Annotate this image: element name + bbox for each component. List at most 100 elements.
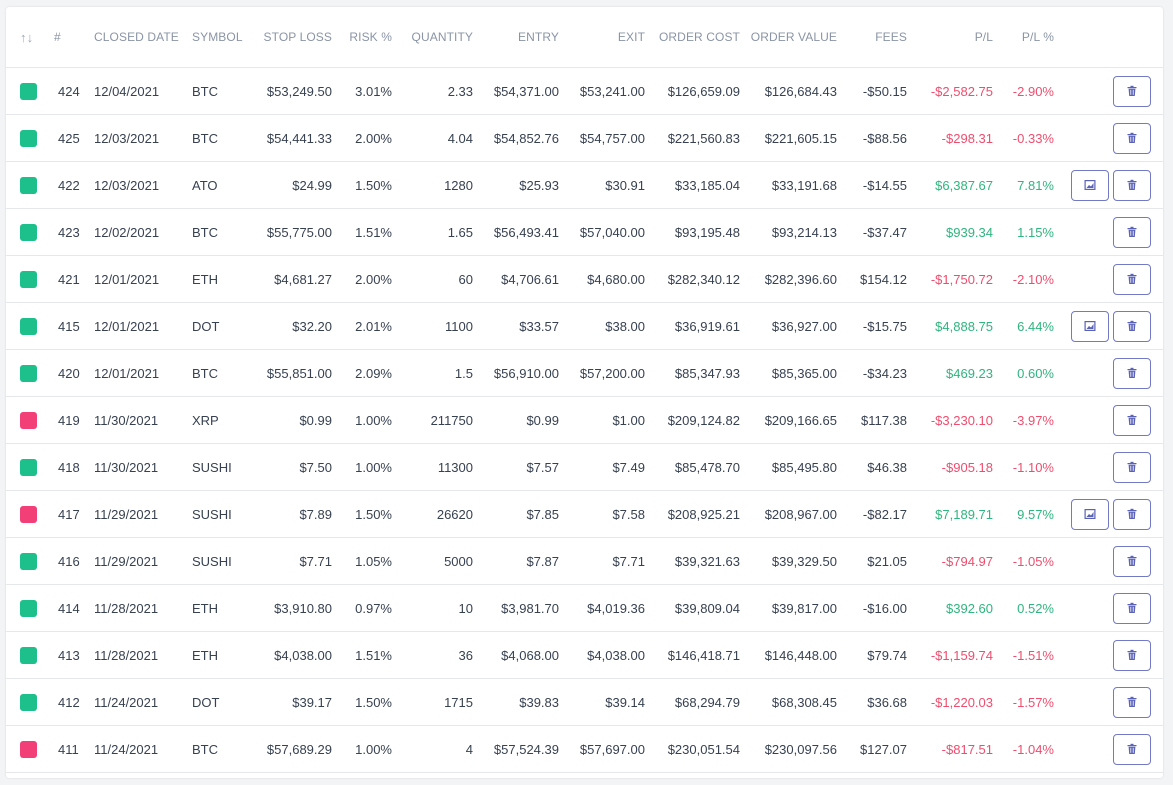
delete-button[interactable] [1113, 122, 1151, 154]
delete-button[interactable] [1113, 75, 1151, 107]
header-row: ↑↓ # CLOSED DATE SYMBOL STOP LOSS RISK %… [6, 7, 1163, 68]
status-swatch [20, 176, 37, 194]
table-row[interactable]: 424 12/04/2021 BTC $53,249.50 3.01% 2.33 $54,3… [6, 67, 1163, 115]
cell-actions [1057, 490, 1163, 538]
cell-order-cost: $39,809.04 [648, 584, 743, 632]
table-row[interactable]: 418 11/30/2021 SUSHI $7.50 1.00% 11300 $7.57 $7… [6, 443, 1163, 491]
cell-fees: $46.38 [840, 443, 910, 491]
cell-quantity: 26620 [395, 490, 476, 538]
cell-order-value: $230,097.56 [743, 725, 840, 773]
cell-exit: $39.14 [562, 678, 648, 726]
cell-exit: $4,038.00 [562, 631, 648, 679]
delete-button[interactable] [1113, 357, 1151, 389]
header-exit[interactable]: EXIT [562, 7, 648, 68]
table-row[interactable]: 416 11/29/2021 SUSHI $7.71 1.05% 5000 $7.87 $7.… [6, 537, 1163, 585]
cell-fees: -$37.47 [840, 208, 910, 256]
status-cell [6, 114, 51, 162]
cell-pl-percent: -0.33% [996, 114, 1057, 162]
table-row[interactable]: 413 11/28/2021 ETH $4,038.00 1.51% 36 $4,068.0… [6, 631, 1163, 679]
header-entry[interactable]: ENTRY [476, 7, 562, 68]
cell-symbol: DOT [189, 678, 247, 726]
cell-entry: $3,981.70 [476, 584, 562, 632]
status-cell [6, 67, 51, 115]
header-symbol[interactable]: SYMBOL [189, 7, 247, 68]
cell-pl: -$1,220.03 [910, 678, 996, 726]
table-row[interactable]: 411 11/24/2021 BTC $57,689.29 1.00% 4 $57,524.… [6, 725, 1163, 773]
cell-id: 419 [51, 396, 91, 444]
cell-pl-percent: -2.90% [996, 67, 1057, 115]
cell-entry: $39.83 [476, 678, 562, 726]
cell-id: 424 [51, 67, 91, 115]
chart-button[interactable] [1071, 498, 1109, 530]
delete-button[interactable] [1113, 451, 1151, 483]
cell-risk: 0.97% [335, 584, 395, 632]
table-row[interactable]: 425 12/03/2021 BTC $54,441.33 2.00% 4.04 $54,8… [6, 114, 1163, 162]
table-row[interactable]: 420 12/01/2021 BTC $55,851.00 2.09% 1.5 $56,91… [6, 349, 1163, 397]
delete-button[interactable] [1113, 545, 1151, 577]
table-row[interactable]: 422 12/03/2021 ATO $24.99 1.50% 1280 $25.93 $30… [6, 161, 1163, 209]
cell-symbol: BTC [189, 67, 247, 115]
status-swatch [20, 646, 37, 664]
sort-toggle-icon[interactable]: ↑↓ [6, 7, 51, 68]
cell-risk: 2.00% [335, 255, 395, 303]
delete-button[interactable] [1113, 169, 1151, 201]
cell-closed-date: 12/03/2021 [91, 114, 189, 162]
header-risk[interactable]: RISK % [335, 7, 395, 68]
table-row[interactable]: 412 11/24/2021 DOT $39.17 1.50% 1715 $39.83 $39… [6, 678, 1163, 726]
status-swatch [20, 458, 37, 476]
cell-id: 414 [51, 584, 91, 632]
delete-button[interactable] [1113, 310, 1151, 342]
table-row[interactable]: 423 12/02/2021 BTC $55,775.00 1.51% 1.65 $56,4… [6, 208, 1163, 256]
header-stop-loss[interactable]: STOP LOSS [247, 7, 335, 68]
status-cell [6, 443, 51, 491]
cell-pl-percent: -1.04% [996, 725, 1057, 773]
cell-stop-loss: $24.99 [247, 161, 335, 209]
delete-button[interactable] [1113, 498, 1151, 530]
delete-button[interactable] [1113, 592, 1151, 624]
header-quantity[interactable]: QUANTITY [395, 7, 476, 68]
cell-quantity: 1715 [395, 678, 476, 726]
chart-button[interactable] [1071, 310, 1109, 342]
cell-quantity: 1.65 [395, 208, 476, 256]
table-row[interactable]: 414 11/28/2021 ETH $3,910.80 0.97% 10 $3,981.7… [6, 584, 1163, 632]
cell-closed-date: 12/01/2021 [91, 302, 189, 350]
header-fees[interactable]: FEES [840, 7, 910, 68]
delete-button[interactable] [1113, 733, 1151, 765]
delete-button[interactable] [1113, 686, 1151, 718]
cell-entry: $7.57 [476, 443, 562, 491]
delete-button[interactable] [1113, 263, 1151, 295]
delete-button[interactable] [1113, 639, 1151, 671]
cell-actions [1057, 678, 1163, 726]
cell-fees: $36.68 [840, 678, 910, 726]
cell-fees: -$50.15 [840, 67, 910, 115]
cell-closed-date: 11/29/2021 [91, 490, 189, 538]
cell-exit: $7.49 [562, 443, 648, 491]
status-cell [6, 725, 51, 773]
header-pl[interactable]: P/L [910, 7, 996, 68]
cell-stop-loss: $7.71 [247, 537, 335, 585]
header-order-value[interactable]: ORDER VALUE [743, 7, 840, 68]
cell-risk: 2.00% [335, 114, 395, 162]
cell-quantity: 4 [395, 725, 476, 773]
table-row[interactable]: 417 11/29/2021 SUSHI $7.89 1.50% 26620 $7.85 $7… [6, 490, 1163, 538]
table-row[interactable]: 415 12/01/2021 DOT $32.20 2.01% 1100 $33.57 $38… [6, 302, 1163, 350]
header-order-cost[interactable]: ORDER COST [648, 7, 743, 68]
cell-pl-percent: -3.97% [996, 396, 1057, 444]
cell-exit: $57,040.00 [562, 208, 648, 256]
cell-id: 413 [51, 631, 91, 679]
cell-pl: -$2,582.75 [910, 67, 996, 115]
chart-button[interactable] [1071, 169, 1109, 201]
header-closed-date[interactable]: CLOSED DATE [91, 7, 189, 68]
table-row[interactable]: 421 12/01/2021 ETH $4,681.27 2.00% 60 $4,706.6… [6, 255, 1163, 303]
cell-pl-percent: -2.10% [996, 255, 1057, 303]
delete-button[interactable] [1113, 216, 1151, 248]
header-pl-percent[interactable]: P/L % [996, 7, 1057, 68]
delete-button[interactable] [1113, 404, 1151, 436]
table-row[interactable]: 419 11/30/2021 XRP $0.99 1.00% 211750 $0.99 $1.… [6, 396, 1163, 444]
cell-exit: $4,019.36 [562, 584, 648, 632]
cell-exit: $57,200.00 [562, 349, 648, 397]
trades-table: ↑↓ # CLOSED DATE SYMBOL STOP LOSS RISK %… [6, 7, 1163, 773]
cell-order-cost: $208,925.21 [648, 490, 743, 538]
header-id[interactable]: # [51, 7, 91, 68]
cell-symbol: SUSHI [189, 537, 247, 585]
